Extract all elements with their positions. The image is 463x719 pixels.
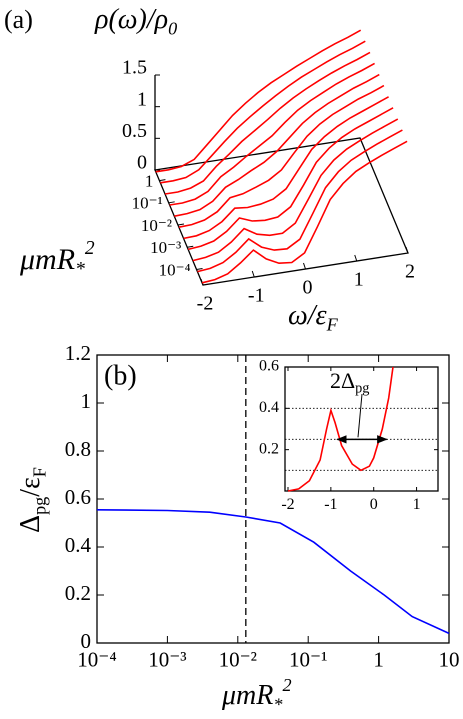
x-tick (200, 278, 204, 286)
z-tick-label: 0.5 (122, 120, 147, 142)
x-tick-label: 10⁻³ (148, 648, 186, 672)
x-tick-label: 0 (370, 496, 378, 513)
x-tick-label: 10 (439, 648, 460, 672)
depth-tick (187, 245, 194, 248)
z-tick-label: 1 (137, 88, 147, 110)
depth-tick (168, 201, 175, 204)
spectrum-line (197, 129, 403, 273)
y-tick-label: 1 (81, 389, 92, 413)
y-tick-label: 0.2 (65, 581, 91, 605)
spectrum-line (155, 29, 362, 173)
label-part: μmR (19, 243, 75, 276)
y-tick-label: 0 (81, 629, 92, 653)
spectrum-line (169, 62, 375, 206)
spectrum-line (160, 40, 366, 184)
z-tick-label: 1.5 (122, 57, 147, 79)
label-part: * (75, 259, 85, 280)
label-part: * (273, 695, 283, 715)
y-axis-label: Δpg/εF (15, 467, 49, 533)
spectrum-line (201, 140, 408, 284)
x-tick-label: 2 (405, 261, 415, 283)
chart-title: ρ(ω)/ρ0 (94, 4, 177, 38)
x-tick-label: 0 (303, 277, 313, 299)
label-part: 2 (85, 238, 95, 259)
x-axis-label: ω/εF (288, 300, 339, 334)
x-tick-label: -1 (248, 285, 265, 307)
y-tick-label: 0.8 (65, 437, 91, 461)
panel-label: (a) (4, 5, 33, 34)
label-part: Δ (15, 515, 46, 533)
x-tick (354, 254, 358, 262)
label-part: 2Δ (330, 368, 355, 393)
label-part: F (326, 315, 339, 335)
spectrum-line (183, 96, 389, 240)
depth-tick-label: 1 (145, 172, 154, 191)
label-part: pg (30, 497, 50, 515)
x-tick (303, 262, 306, 270)
y-tick-label: 0.4 (65, 533, 92, 557)
depth-tick-label: 10⁻¹ (132, 194, 163, 213)
spectrum-line (192, 118, 399, 262)
depth-tick-label: 10⁻⁴ (159, 260, 191, 279)
annotation-leader (357, 393, 363, 438)
annotation: 2Δpg (330, 368, 369, 397)
x-tick (405, 246, 409, 254)
label-part: μmR (221, 680, 273, 711)
spectrum-line (174, 73, 380, 217)
y-tick-label: 0.6 (65, 485, 91, 509)
x-tick-label: 10⁻⁴ (77, 648, 116, 672)
y-tick-label: 0.6 (259, 358, 279, 375)
x-tick-label: 10⁻¹ (289, 648, 327, 672)
spectrum-line (164, 51, 371, 195)
label-part: ρ(ω)/ρ (94, 4, 168, 35)
spectrum-line (178, 84, 385, 228)
label-part: ω/ε (288, 300, 327, 331)
x-tick-label: -2 (281, 496, 294, 513)
label-part: 2 (282, 675, 291, 695)
depth-tick-label: 10⁻² (141, 216, 172, 235)
data-line (96, 509, 450, 635)
z-tick-label: 0 (137, 152, 147, 174)
y-tick-label: 0.2 (259, 440, 279, 457)
x-tick-label: 1 (373, 648, 384, 672)
x-tick-label: 10⁻² (219, 648, 257, 672)
spectrum-line (187, 107, 394, 251)
depth-tick (177, 223, 185, 226)
depth-tick (159, 179, 166, 182)
label-part: /ε (15, 477, 46, 497)
depth-tick-label: 10⁻³ (150, 238, 181, 257)
panel-label: (b) (104, 360, 137, 391)
depth-tick (196, 267, 203, 270)
x-tick-label: 1 (413, 496, 421, 513)
x-tick (251, 270, 255, 278)
x-tick-label: 1 (354, 269, 364, 291)
y-tick-label: 1.2 (65, 341, 91, 365)
x-tick-label: -1 (324, 496, 337, 513)
x-axis-label: μmR*2 (221, 675, 292, 715)
y-tick-label: 0.4 (259, 399, 279, 416)
label-part: F (30, 467, 50, 477)
label-part: pg (355, 381, 369, 397)
x-tick-label: -2 (197, 293, 214, 315)
depth-axis-label: μmR*2 (19, 238, 95, 280)
label-part: 0 (168, 19, 177, 39)
